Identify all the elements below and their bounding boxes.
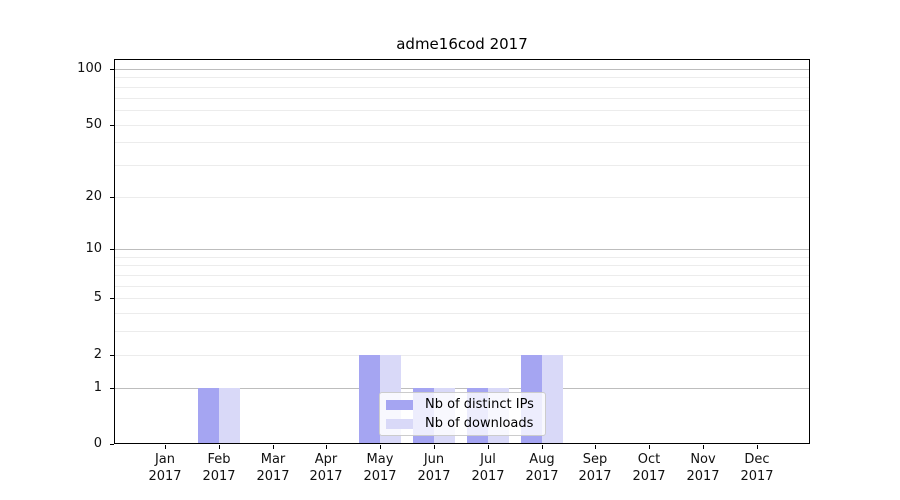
x-tick-label: Jun 2017 (403, 451, 465, 485)
y-tick (110, 249, 114, 250)
x-tick-label: Jul 2017 (457, 451, 519, 485)
x-tick-label: Nov 2017 (672, 451, 734, 485)
y-tick-label: 2 (93, 347, 102, 362)
minor-gridline (115, 355, 809, 356)
minor-gridline (115, 165, 809, 166)
x-tick-year: 2017 (686, 469, 720, 484)
x-tick (380, 445, 381, 449)
major-gridline (115, 69, 809, 70)
x-tick-month: Oct (637, 452, 661, 467)
x-tick-month: Jun (423, 452, 445, 467)
x-tick-month: Sep (582, 452, 608, 467)
minor-gridline (115, 265, 809, 266)
minor-gridline (115, 77, 809, 78)
x-tick-month: Feb (207, 452, 231, 467)
y-tick (110, 298, 114, 299)
y-tick-label: 0 (93, 436, 102, 451)
legend-swatch-distinct-ips (386, 399, 413, 410)
x-tick-label: Aug 2017 (511, 451, 573, 485)
x-tick-label: May 2017 (349, 451, 411, 485)
x-tick-year: 2017 (363, 469, 397, 484)
x-tick (542, 445, 543, 449)
minor-gridline (115, 87, 809, 88)
legend-item-downloads: Nb of downloads (380, 416, 545, 431)
bar-downloads (542, 355, 563, 443)
x-tick (703, 445, 704, 449)
y-tick (110, 125, 114, 126)
y-tick-label: 5 (93, 290, 102, 305)
minor-gridline (115, 331, 809, 332)
y-tick-label: 100 (77, 61, 102, 76)
minor-gridline (115, 98, 809, 99)
x-tick-label: Apr 2017 (295, 451, 357, 485)
minor-gridline (115, 286, 809, 287)
x-tick-month: Aug (529, 452, 555, 467)
x-tick (649, 445, 650, 449)
y-tick (110, 388, 114, 389)
legend-label-downloads: Nb of downloads (425, 416, 534, 431)
x-tick-month: Mar (260, 452, 286, 467)
x-tick-year: 2017 (148, 469, 182, 484)
x-tick-label: Mar 2017 (242, 451, 304, 485)
x-tick-month: May (366, 452, 394, 467)
major-gridline (115, 249, 809, 250)
bar-downloads (219, 388, 240, 443)
legend: Nb of distinct IPs Nb of downloads (379, 392, 546, 436)
x-tick-year: 2017 (309, 469, 343, 484)
minor-gridline (115, 313, 809, 314)
x-tick-year: 2017 (471, 469, 505, 484)
x-tick (273, 445, 274, 449)
x-tick (219, 445, 220, 449)
x-tick-year: 2017 (740, 469, 774, 484)
x-tick-month: Apr (314, 452, 338, 467)
x-tick-label: Dec 2017 (726, 451, 788, 485)
minor-gridline (115, 142, 809, 143)
minor-gridline (115, 197, 809, 198)
x-tick-month: Dec (744, 452, 770, 467)
x-tick (434, 445, 435, 449)
y-tick (110, 355, 114, 356)
minor-gridline (115, 125, 809, 126)
x-tick-label: Feb 2017 (188, 451, 250, 485)
x-tick-year: 2017 (256, 469, 290, 484)
minor-gridline (115, 298, 809, 299)
x-tick-label: Oct 2017 (618, 451, 680, 485)
legend-swatch-downloads (386, 418, 413, 429)
minor-gridline (115, 275, 809, 276)
chart-title: adme16cod 2017 (396, 35, 528, 53)
x-tick-month: Jan (154, 452, 176, 467)
plot-area (114, 59, 810, 444)
y-tick-label: 20 (85, 189, 102, 204)
minor-gridline (115, 110, 809, 111)
x-tick (757, 445, 758, 449)
x-tick-year: 2017 (578, 469, 612, 484)
bar-distinct-ips (359, 355, 380, 443)
x-tick (595, 445, 596, 449)
x-tick (165, 445, 166, 449)
x-tick-year: 2017 (202, 469, 236, 484)
legend-item-distinct-ips: Nb of distinct IPs (380, 397, 545, 412)
y-tick (110, 69, 114, 70)
y-tick (110, 444, 114, 445)
bar-distinct-ips (198, 388, 219, 443)
y-tick-label: 1 (93, 380, 102, 395)
x-tick-month: Jul (480, 452, 496, 467)
y-tick-label: 50 (85, 117, 102, 132)
x-tick-label: Sep 2017 (564, 451, 626, 485)
y-tick (110, 197, 114, 198)
y-tick-label: 10 (85, 241, 102, 256)
x-tick-year: 2017 (632, 469, 666, 484)
x-tick (488, 445, 489, 449)
x-tick-label: Jan 2017 (134, 451, 196, 485)
major-gridline (115, 388, 809, 389)
x-tick-year: 2017 (525, 469, 559, 484)
minor-gridline (115, 257, 809, 258)
x-tick-month: Nov (690, 452, 716, 467)
x-tick (326, 445, 327, 449)
legend-label-distinct-ips: Nb of distinct IPs (425, 397, 534, 412)
x-tick-year: 2017 (417, 469, 451, 484)
